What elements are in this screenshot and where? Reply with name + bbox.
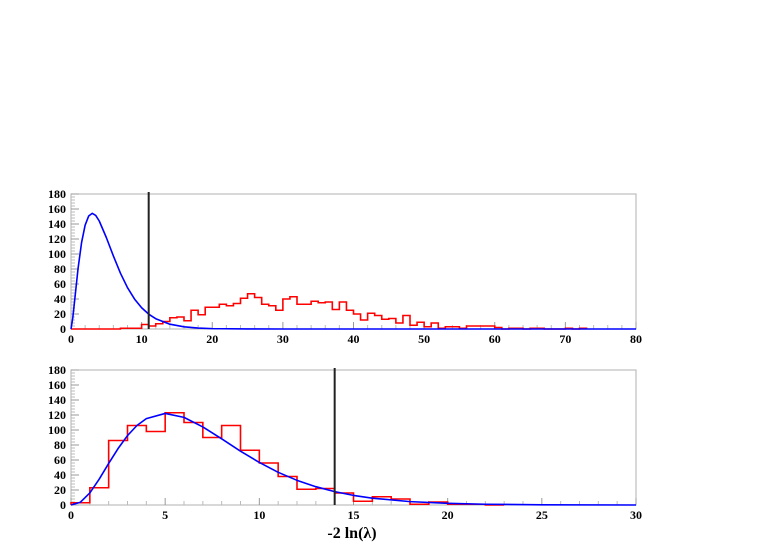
y-tick-label: 160 <box>48 378 66 392</box>
y-tick-label: 40 <box>54 468 66 482</box>
histogram-outline <box>71 292 588 330</box>
fit-curve <box>70 212 636 330</box>
y-tick-label: 140 <box>48 217 66 231</box>
x-tick-label: 40 <box>348 332 360 346</box>
y-tick-label: 100 <box>48 247 66 261</box>
fit-curve <box>70 412 637 506</box>
x-tick-label: 30 <box>277 332 289 346</box>
plot-frame <box>70 369 637 506</box>
x-tick-label: 0 <box>68 508 74 522</box>
x-tick-label: 30 <box>630 508 642 522</box>
y-tick-label: 0 <box>60 498 66 512</box>
y-tick-label: 140 <box>48 393 66 407</box>
y-tick-label: 60 <box>54 277 66 291</box>
y-tick-label: 20 <box>54 483 66 497</box>
x-tick-label: 20 <box>206 332 218 346</box>
plot-frame <box>70 193 637 330</box>
y-tick-label: 180 <box>48 187 66 201</box>
y-tick-label: 40 <box>54 292 66 306</box>
y-tick-label: 0 <box>60 322 66 336</box>
y-tick-label: 180 <box>48 363 66 377</box>
x-axis-title: -2 ln(λ) <box>327 525 376 542</box>
x-tick-label: 20 <box>442 508 454 522</box>
y-tick-label: 120 <box>48 408 66 422</box>
y-tick-label: 60 <box>54 453 66 467</box>
x-tick-label: 70 <box>559 332 571 346</box>
x-tick-label: 5 <box>162 508 168 522</box>
x-tick-label: 25 <box>536 508 548 522</box>
x-tick-label: 15 <box>348 508 360 522</box>
x-tick-label: 50 <box>418 332 430 346</box>
x-tick-label: 80 <box>630 332 642 346</box>
y-tick-label: 20 <box>54 307 66 321</box>
y-tick-label: 100 <box>48 423 66 437</box>
x-tick-label: 10 <box>253 508 265 522</box>
x-tick-label: 0 <box>68 332 74 346</box>
y-tick-label: 80 <box>54 262 66 276</box>
y-tick-label: 120 <box>48 232 66 246</box>
y-tick-label: 80 <box>54 438 66 452</box>
x-tick-label: 10 <box>136 332 148 346</box>
x-tick-label: 60 <box>489 332 501 346</box>
y-tick-label: 160 <box>48 202 66 216</box>
